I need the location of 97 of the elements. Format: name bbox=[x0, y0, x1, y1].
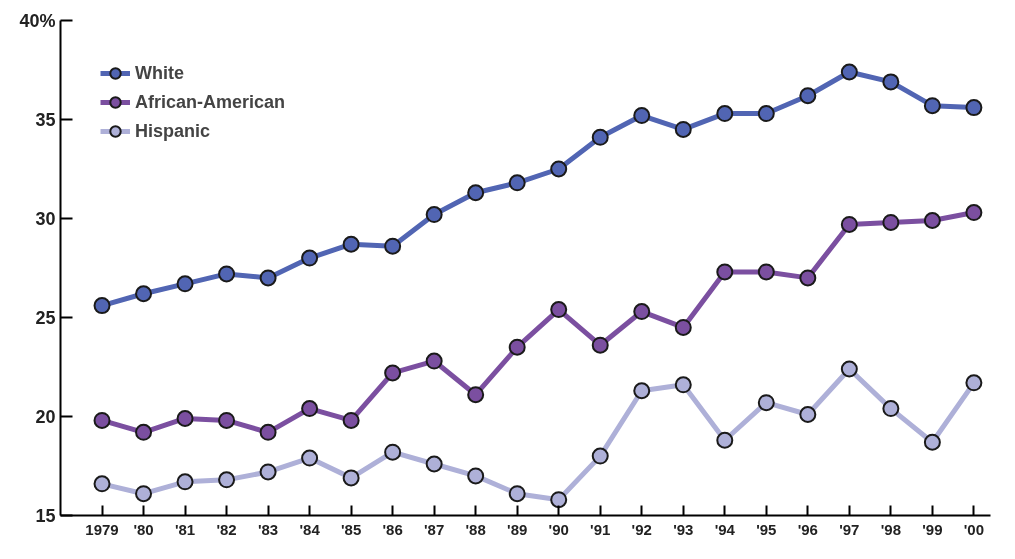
y-tick-label: 20 bbox=[35, 406, 56, 427]
x-tick-label: '85 bbox=[341, 520, 362, 538]
point bbox=[259, 269, 277, 287]
point bbox=[384, 443, 402, 461]
point bbox=[882, 213, 900, 231]
point bbox=[923, 433, 941, 451]
point bbox=[633, 382, 651, 400]
x-tick-label: '83 bbox=[257, 520, 279, 538]
point bbox=[384, 237, 402, 255]
y-tick-label: 25 bbox=[35, 307, 56, 328]
x-tick-label: '87 bbox=[424, 520, 445, 538]
y-tick-label: 15 bbox=[35, 505, 56, 526]
point bbox=[467, 386, 485, 404]
point bbox=[716, 263, 734, 281]
point bbox=[882, 400, 900, 418]
point bbox=[259, 463, 277, 481]
point bbox=[799, 406, 817, 424]
point bbox=[923, 97, 941, 115]
point bbox=[923, 211, 941, 229]
point bbox=[674, 120, 692, 138]
y-tick-label: 30 bbox=[35, 208, 56, 229]
point bbox=[135, 423, 153, 441]
x-tick-label: '82 bbox=[216, 520, 237, 538]
x-tick-label: '95 bbox=[756, 520, 777, 538]
x-tick-label: '80 bbox=[133, 520, 154, 538]
x-tick-label: 1979 bbox=[85, 520, 119, 538]
point bbox=[799, 269, 817, 287]
y-tick-label: 35 bbox=[35, 109, 56, 130]
point bbox=[467, 184, 485, 202]
point bbox=[218, 411, 236, 429]
point bbox=[218, 265, 236, 283]
point bbox=[425, 206, 443, 224]
legend-label: African-American bbox=[135, 91, 286, 113]
point bbox=[965, 374, 983, 392]
x-tick-label: '94 bbox=[714, 520, 736, 538]
x-tick-label: '97 bbox=[839, 520, 860, 538]
point bbox=[342, 469, 360, 487]
point bbox=[384, 364, 402, 382]
point bbox=[965, 99, 983, 117]
x-tick-label: '81 bbox=[174, 520, 196, 538]
point bbox=[93, 297, 111, 315]
x-tick-label: '98 bbox=[880, 520, 901, 538]
legend-label: White bbox=[135, 62, 184, 84]
point bbox=[716, 105, 734, 123]
x-tick-label: '86 bbox=[382, 520, 403, 538]
point bbox=[840, 63, 858, 81]
point bbox=[135, 285, 153, 303]
point bbox=[467, 467, 485, 485]
point bbox=[342, 235, 360, 253]
x-tick-label: '00 bbox=[963, 520, 985, 538]
point bbox=[425, 455, 443, 473]
x-tick-label: '93 bbox=[673, 520, 694, 538]
point bbox=[840, 360, 858, 378]
x-tick-label: '92 bbox=[631, 520, 652, 538]
point bbox=[757, 394, 775, 412]
point bbox=[176, 473, 194, 491]
x-tick-label: '88 bbox=[465, 520, 486, 538]
point bbox=[550, 301, 568, 319]
point bbox=[425, 352, 443, 370]
point bbox=[674, 318, 692, 336]
point bbox=[799, 87, 817, 105]
x-tick-label: '84 bbox=[299, 520, 321, 538]
point bbox=[301, 400, 319, 418]
x-tick-label: '91 bbox=[590, 520, 611, 538]
point bbox=[757, 263, 775, 281]
point bbox=[508, 174, 526, 192]
point bbox=[93, 475, 111, 493]
legend-label: Hispanic bbox=[135, 120, 211, 142]
point bbox=[301, 249, 319, 267]
point bbox=[882, 73, 900, 91]
point bbox=[508, 485, 526, 503]
x-tick-label: '99 bbox=[922, 520, 943, 538]
point bbox=[674, 376, 692, 394]
point bbox=[591, 128, 609, 146]
point bbox=[757, 105, 775, 123]
point bbox=[301, 449, 319, 467]
point bbox=[591, 336, 609, 354]
point bbox=[176, 275, 194, 293]
point bbox=[591, 447, 609, 465]
point bbox=[633, 107, 651, 125]
point bbox=[176, 409, 194, 427]
x-tick-label: '89 bbox=[507, 520, 528, 538]
point bbox=[508, 338, 526, 356]
point bbox=[965, 204, 983, 222]
x-tick-label: '90 bbox=[548, 520, 569, 538]
x-tick-label: '96 bbox=[797, 520, 818, 538]
y-tick-label: 40% bbox=[19, 10, 56, 31]
point bbox=[135, 485, 153, 503]
point bbox=[259, 423, 277, 441]
point bbox=[840, 215, 858, 233]
point bbox=[93, 411, 111, 429]
point bbox=[716, 431, 734, 449]
point bbox=[342, 411, 360, 429]
point bbox=[550, 491, 568, 509]
point bbox=[633, 303, 651, 321]
point bbox=[550, 160, 568, 178]
point bbox=[218, 471, 236, 489]
